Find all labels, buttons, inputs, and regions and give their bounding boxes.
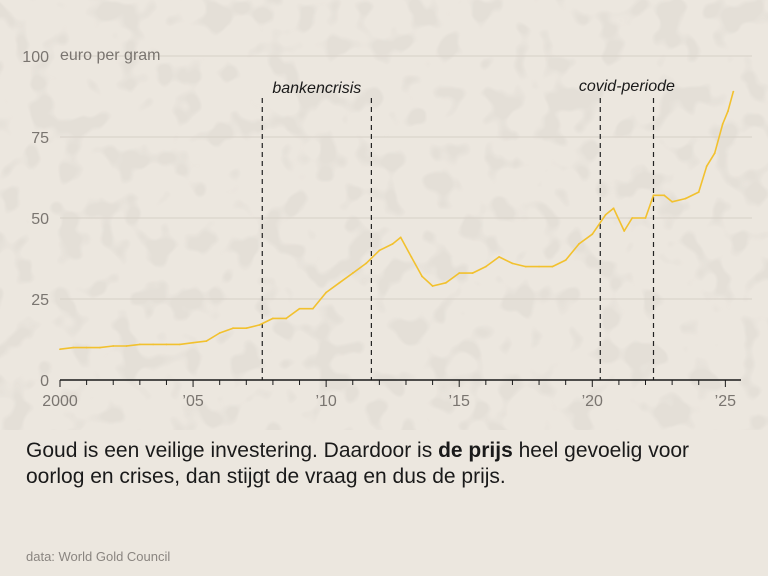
x-tick-label-2010: ’10 <box>315 393 336 410</box>
data-point-20 <box>325 291 328 294</box>
data-point-51 <box>697 191 700 193</box>
data-point-13 <box>232 327 234 330</box>
data-point-3 <box>99 346 101 349</box>
x-tick-label-2000: 2000 <box>42 393 78 410</box>
annotation-label-covid-periode: covid-periode <box>579 78 675 95</box>
data-point-11 <box>205 340 208 343</box>
data-point-18 <box>298 307 301 310</box>
data-point-16 <box>272 317 274 320</box>
annotation-label-bankencrisis: bankencrisis <box>272 80 361 97</box>
data-point-39 <box>564 259 567 262</box>
data-point-42 <box>604 213 607 216</box>
data-point-52 <box>705 165 708 168</box>
y-tick-label-50: 50 <box>31 211 49 228</box>
data-point-29 <box>431 285 434 287</box>
data-point-54 <box>721 123 724 125</box>
data-point-21 <box>338 281 341 284</box>
data-point-48 <box>663 194 666 197</box>
data-point-2 <box>85 346 88 349</box>
x-tick-label-2015: ’15 <box>449 393 470 410</box>
data-point-30 <box>445 281 447 284</box>
data-point-56 <box>732 90 735 93</box>
caption: Goud is een veilige investering. Daardoo… <box>26 438 746 490</box>
data-point-26 <box>399 236 402 239</box>
x-tick-label-2020: ’20 <box>582 393 603 410</box>
data-point-44 <box>623 230 626 232</box>
data-point-46 <box>644 217 647 219</box>
gold-price-chart: bankencrisis covid-periode 0 25 50 75 100 eur… <box>0 0 768 430</box>
data-point-49 <box>671 200 674 203</box>
data-point-8 <box>165 343 168 346</box>
data-point-5 <box>125 345 128 347</box>
data-point-23 <box>365 262 367 265</box>
data-point-43 <box>612 207 615 210</box>
data-point-14 <box>245 327 248 330</box>
data-point-22 <box>351 272 354 274</box>
data-point-0 <box>59 348 61 351</box>
y-tick-label-0: 0 <box>40 373 49 390</box>
data-point-6 <box>138 343 141 346</box>
y-axis-unit-label: euro per gram <box>60 47 161 64</box>
data-point-45 <box>631 217 634 219</box>
data-point-19 <box>311 307 314 310</box>
data-point-50 <box>684 197 687 200</box>
data-point-53 <box>713 152 716 155</box>
data-point-40 <box>578 243 580 245</box>
y-tick-label-25: 25 <box>31 292 49 309</box>
data-point-34 <box>498 255 501 258</box>
data-point-32 <box>471 272 474 274</box>
caption-text-2: heel gevoelig voor oorlog en crises, dan… <box>26 439 690 488</box>
x-axis: 2000 ’05 ’10 ’15 ’20 ’25 <box>42 379 741 410</box>
data-point-37 <box>538 265 540 268</box>
data-point-15 <box>258 324 261 326</box>
data-point-24 <box>378 249 381 252</box>
data-point-28 <box>421 275 423 278</box>
data-point-9 <box>178 343 181 346</box>
data-point-47 <box>652 194 655 197</box>
caption-bold: de prijs <box>438 439 513 462</box>
data-points <box>59 90 735 351</box>
data-point-35 <box>511 262 514 265</box>
x-tick-label-2025: ’25 <box>715 393 736 410</box>
y-tick-label-100: 100 <box>22 49 49 66</box>
background-texture <box>0 0 768 430</box>
x-tick-label-2005: ’05 <box>182 393 203 410</box>
data-point-31 <box>458 272 461 274</box>
y-tick-label-75: 75 <box>31 130 49 147</box>
y-axis: 0 25 50 75 100 <box>22 49 49 390</box>
data-point-4 <box>112 345 115 347</box>
data-point-36 <box>524 265 527 268</box>
data-point-33 <box>484 265 487 268</box>
data-point-55 <box>727 110 729 112</box>
data-point-1 <box>72 346 75 349</box>
data-point-12 <box>218 332 221 334</box>
caption-text-1: Goud is een veilige investering. Daardoo… <box>26 439 439 462</box>
data-point-41 <box>591 233 594 236</box>
annotations: bankencrisis covid-periode <box>261 78 675 380</box>
data-point-17 <box>285 317 288 320</box>
data-point-10 <box>192 341 194 344</box>
data-point-7 <box>152 343 155 346</box>
source-note: data: World Gold Council <box>26 549 171 564</box>
data-point-27 <box>410 255 413 258</box>
data-point-38 <box>551 265 554 268</box>
data-point-25 <box>391 243 394 245</box>
